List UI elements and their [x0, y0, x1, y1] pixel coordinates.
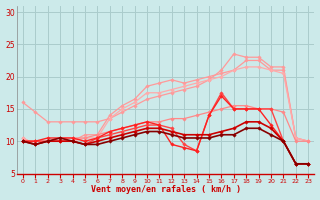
X-axis label: Vent moyen/en rafales ( km/h ): Vent moyen/en rafales ( km/h ) — [91, 185, 241, 194]
